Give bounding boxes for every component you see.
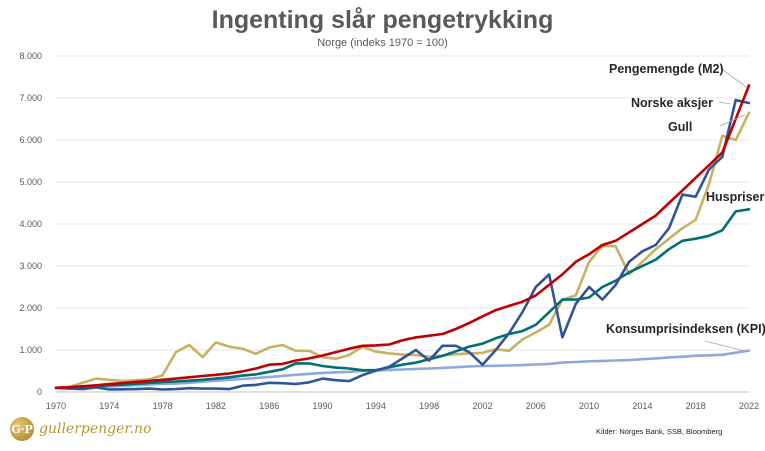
y-tick-label: 1.000 (19, 345, 42, 355)
y-tick-label: 0 (37, 387, 42, 397)
label-leader-lines (704, 67, 748, 353)
series-labels: Pengemengde (M2) Norske aksjer Gull Husp… (606, 62, 765, 336)
x-tick-label: 1998 (419, 401, 439, 411)
x-tick-label: 1978 (153, 401, 173, 411)
x-tick-label: 2014 (632, 401, 652, 411)
chart-title: Ingenting slår pengetrykking (211, 6, 554, 34)
x-tick-label: 1970 (46, 401, 66, 411)
leader-line (704, 340, 748, 353)
chart-subtitle: Norge (indeks 1970 = 100) (317, 37, 448, 49)
x-tick-label: 2006 (526, 401, 546, 411)
y-tick-label: 7.000 (19, 93, 42, 103)
x-tick-label: 2022 (739, 401, 759, 411)
y-tick-label: 2.000 (19, 303, 42, 313)
x-tick-label: 2010 (579, 401, 599, 411)
y-tick-label: 8.000 (19, 51, 42, 61)
series-line-4 (54, 349, 751, 390)
series-line-3 (54, 208, 751, 390)
brand-logo: G·P gullerpenger.no (10, 417, 151, 441)
series-label-huspriser: Huspriser (706, 190, 764, 204)
series-label-norske-aksjer: Norske aksjer (631, 96, 713, 110)
x-tick-label: 2018 (686, 401, 706, 411)
leader-line (718, 101, 732, 105)
y-tick-label: 5.000 (19, 177, 42, 187)
logo-mark-icon: G·P (10, 417, 34, 441)
x-tick-label: 1990 (313, 401, 333, 411)
x-tick-label: 2002 (472, 401, 492, 411)
series-label-gull: Gull (668, 120, 692, 134)
series-label-m2: Pengemengde (M2) (609, 62, 724, 76)
series-line-1 (54, 98, 751, 391)
leader-line (719, 67, 748, 88)
logo-text: gullerpenger.no (39, 421, 152, 437)
y-tick-label: 4.000 (19, 219, 42, 229)
y-tick-label: 3.000 (19, 261, 42, 271)
y-axis-ticks: 0 1.000 2.000 3.000 4.000 5.000 6.000 7.000 8.00… (19, 51, 42, 397)
series-line-0 (54, 84, 751, 390)
series-label-kpi: Konsumprisindeksen (KPI) (606, 322, 765, 336)
leader-line (719, 114, 746, 127)
x-axis-ticks: 1970 1974 1978 1982 1986 1990 1994 1998 2002 2006… (46, 401, 759, 411)
source-note: Kilder: Norges Bank, SSB, Bloomberg (596, 427, 723, 436)
y-tick-label: 6.000 (19, 135, 42, 145)
x-tick-label: 1994 (366, 401, 386, 411)
gridlines (56, 55, 749, 393)
x-tick-label: 1982 (206, 401, 226, 411)
x-tick-label: 1974 (99, 401, 119, 411)
x-tick-label: 1986 (259, 401, 279, 411)
series-lines (54, 84, 751, 391)
